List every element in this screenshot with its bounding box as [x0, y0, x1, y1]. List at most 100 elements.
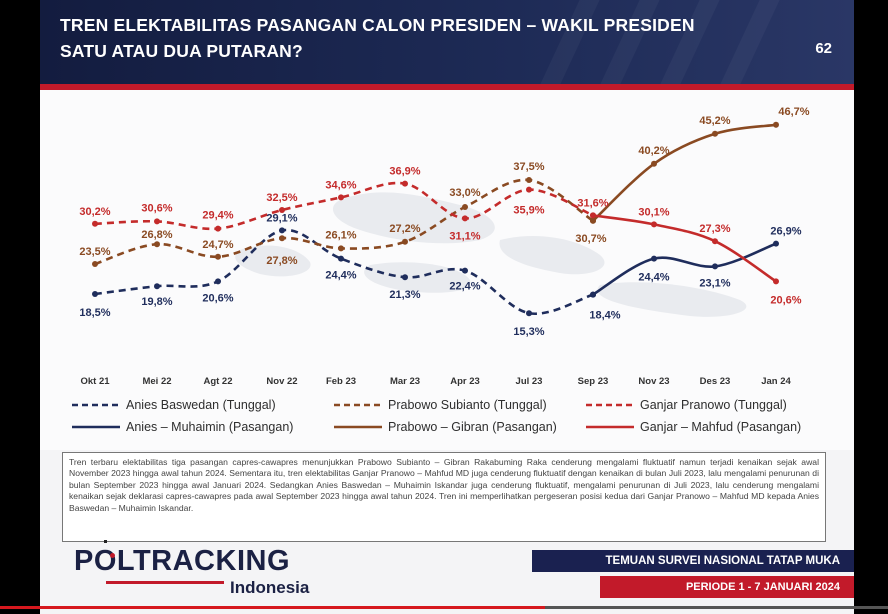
data-point	[279, 227, 285, 234]
legend-label: Anies – Muhaimin (Pasangan)	[126, 420, 294, 434]
data-point	[712, 238, 718, 245]
data-label: 18,4%	[589, 310, 620, 322]
legend-prabowo-tunggal: Prabowo Subianto (Tunggal)	[334, 398, 547, 412]
data-label: 34,6%	[325, 179, 356, 191]
data-label: 26,8%	[141, 229, 172, 241]
header-banner: TREN ELEKTABILITAS PASANGAN CALON PRESID…	[40, 0, 854, 84]
data-point	[402, 238, 408, 245]
data-label: 35,9%	[513, 205, 544, 217]
data-label: 46,7%	[778, 106, 809, 118]
data-point	[712, 130, 718, 137]
legend-ganjar-tunggal: Ganjar Pranowo (Tunggal)	[586, 398, 787, 412]
x-tick-label: Okt 21	[80, 376, 110, 387]
data-point	[590, 291, 596, 298]
data-point	[92, 220, 98, 227]
header-accent-line	[40, 84, 854, 90]
title-line-1: TREN ELEKTABILITAS PASANGAN CALON PRESID…	[60, 15, 695, 35]
series-line-0	[94, 228, 594, 316]
legend-label: Anies Baswedan (Tunggal)	[126, 398, 276, 412]
data-point	[215, 253, 221, 260]
data-label: 27,3%	[699, 223, 730, 235]
data-point	[590, 212, 596, 219]
data-point	[651, 221, 657, 228]
series-line-5	[592, 214, 777, 283]
data-point	[590, 217, 596, 224]
data-label: 26,9%	[770, 226, 801, 238]
data-point	[92, 261, 98, 267]
data-label: 33,0%	[449, 187, 480, 199]
data-point	[338, 194, 344, 201]
data-label: 37,5%	[513, 161, 544, 173]
data-label: 22,4%	[449, 281, 480, 293]
series-line-2	[94, 181, 594, 231]
data-point	[215, 278, 221, 285]
x-tick-label: Mar 23	[390, 376, 420, 387]
data-label: 27,8%	[266, 255, 297, 267]
video-progress-bar[interactable]	[0, 606, 545, 609]
data-point	[773, 240, 779, 247]
chart-panel: 18,5% 19,8% 20,6% 29,1% 24,4% 21,3% 22,4% 15,3%…	[40, 90, 854, 450]
x-tick-label: Nov 23	[638, 376, 669, 387]
data-point	[526, 177, 532, 183]
video-progress-remaining[interactable]	[545, 606, 888, 609]
x-tick-label: Jan 24	[761, 376, 791, 387]
map-background	[235, 192, 747, 317]
line-chart: 18,5% 19,8% 20,6% 29,1% 24,4% 21,3% 22,4% 15,3%…	[79, 106, 809, 387]
x-tick-label: Apr 23	[450, 376, 480, 387]
page-title: TREN ELEKTABILITAS PASANGAN CALON PRESID…	[60, 12, 740, 64]
data-label: 23,1%	[699, 277, 730, 289]
data-point	[462, 267, 468, 274]
data-point	[651, 160, 657, 167]
legend-prabowo-pasangan: Prabowo – Gibran (Pasangan)	[334, 420, 557, 434]
data-point	[92, 291, 98, 297]
description-text: Tren terbaru elektabilitas tiga pasangan…	[69, 457, 819, 513]
data-point	[338, 255, 344, 262]
data-point	[773, 278, 779, 285]
data-point	[154, 283, 160, 290]
x-tick-label: Nov 22	[266, 376, 297, 387]
data-point	[402, 274, 408, 281]
data-point	[338, 245, 344, 252]
series-layer	[92, 121, 779, 317]
data-label: 18,5%	[79, 307, 110, 319]
x-tick-label: Mei 22	[142, 376, 171, 387]
legend-anies-pasangan: Anies – Muhaimin (Pasangan)	[72, 420, 293, 434]
data-label: 30,1%	[638, 206, 669, 218]
data-label: 24,4%	[638, 272, 669, 284]
slide: TREN ELEKTABILITAS PASANGAN CALON PRESID…	[40, 0, 854, 614]
data-point	[712, 263, 718, 270]
legend-anies-tunggal: Anies Baswedan (Tunggal)	[72, 398, 276, 412]
mouse-cursor	[104, 540, 107, 543]
data-label: 31,6%	[577, 197, 608, 209]
data-point	[462, 215, 468, 222]
footer-survey-banner: TEMUAN SURVEI NASIONAL TATAP MUKA	[532, 550, 854, 572]
logo-dot	[110, 553, 115, 558]
poltracking-logo: POLTRACKING Indonesia	[70, 544, 350, 602]
series-line-4	[592, 123, 777, 222]
data-point	[154, 218, 160, 225]
label-layer: 18,5% 19,8% 20,6% 29,1% 24,4% 21,3% 22,4% 15,3%…	[79, 106, 809, 338]
logo-sub-text: Indonesia	[230, 578, 310, 597]
legend-label: Ganjar Pranowo (Tunggal)	[640, 398, 787, 412]
data-label: 24,4%	[325, 270, 356, 282]
data-label: 45,2%	[699, 115, 730, 127]
data-label: 36,9%	[389, 166, 420, 178]
data-label: 31,1%	[449, 230, 480, 242]
data-point	[154, 241, 160, 248]
data-label: 30,7%	[575, 233, 606, 245]
data-label: 24,7%	[202, 239, 233, 251]
x-tick-label: Jul 23	[516, 376, 543, 387]
data-point	[215, 225, 221, 232]
data-point	[462, 204, 468, 210]
data-point	[526, 186, 532, 193]
data-label: 27,2%	[389, 223, 420, 235]
data-label: 32,5%	[266, 192, 297, 204]
data-point	[279, 207, 285, 213]
data-label: 19,8%	[141, 296, 172, 308]
data-label: 15,3%	[513, 326, 544, 338]
description-box: Tren terbaru elektabilitas tiga pasangan…	[62, 452, 826, 542]
legend-label: Prabowo – Gibran (Pasangan)	[388, 420, 557, 434]
title-line-2: SATU ATAU DUA PUTARAN?	[60, 41, 303, 61]
legend-ganjar-pasangan: Ganjar – Mahfud (Pasangan)	[586, 420, 801, 434]
data-point	[651, 255, 657, 262]
